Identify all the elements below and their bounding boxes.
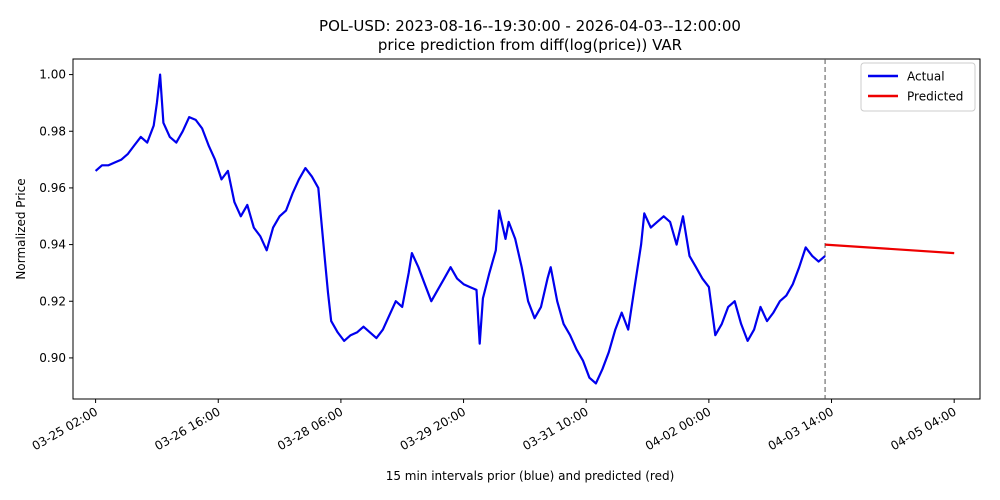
series-line-predicted bbox=[825, 243, 955, 255]
x-tick-label: 03-31 10:00 bbox=[520, 404, 590, 453]
legend: Actual Predicted bbox=[860, 62, 976, 112]
y-axis: 0.90 0.92 0.94 0.96 0.98 1.00 bbox=[39, 68, 73, 365]
x-tick-label: 04-02 00:00 bbox=[643, 404, 713, 453]
legend-label-actual: Actual bbox=[907, 70, 945, 84]
x-tick-label: 03-28 06:00 bbox=[275, 404, 345, 453]
chart-subtitle: price prediction from diff(log(price)) V… bbox=[378, 36, 682, 54]
y-tick-label: 0.96 bbox=[39, 181, 66, 195]
y-axis-label: Normalized Price bbox=[14, 178, 28, 279]
y-tick-label: 0.98 bbox=[39, 124, 66, 138]
x-tick-label: 03-29 20:00 bbox=[398, 404, 468, 453]
legend-label-predicted: Predicted bbox=[907, 90, 963, 104]
plot-area bbox=[72, 58, 981, 400]
x-tick-label: 03-25 02:00 bbox=[30, 404, 100, 453]
x-axis: 03-25 02:00 03-26 16:00 03-28 06:00 03-29 2… bbox=[30, 399, 959, 453]
x-axis-label: 15 min intervals prior (blue) and predic… bbox=[386, 469, 675, 483]
x-tick-label: 04-05 04:00 bbox=[888, 404, 958, 453]
chart-title: POL-USD: 2023-08-16--19:30:00 - 2026-04-… bbox=[319, 17, 741, 35]
series-line-actual bbox=[94, 73, 826, 385]
series-layer bbox=[94, 59, 955, 399]
plot-frame bbox=[72, 58, 981, 400]
y-tick-label: 1.00 bbox=[39, 68, 66, 82]
y-tick-label: 0.94 bbox=[39, 238, 66, 252]
x-tick-label: 03-26 16:00 bbox=[152, 404, 222, 453]
y-tick-label: 0.90 bbox=[39, 351, 66, 365]
y-tick-label: 0.92 bbox=[39, 294, 66, 308]
x-tick-label: 04-03 14:00 bbox=[766, 404, 836, 453]
